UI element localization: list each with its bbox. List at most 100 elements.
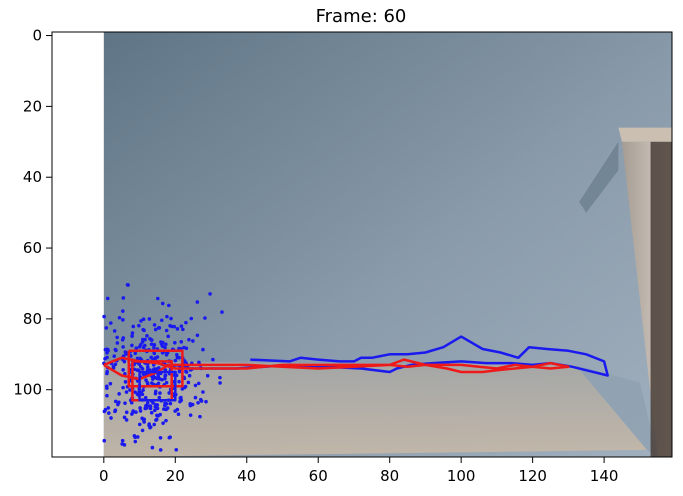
y-tick-label: 60 [23, 239, 42, 257]
data-point [175, 352, 179, 357]
data-point [158, 448, 163, 452]
data-point [141, 345, 146, 350]
background-photo [103, 32, 672, 457]
data-point [191, 339, 195, 343]
data-point [153, 408, 157, 413]
data-point [164, 328, 169, 333]
data-point [160, 377, 164, 382]
blue-bounding-box [138, 370, 177, 402]
data-point [130, 331, 135, 335]
data-point [187, 373, 192, 378]
data-point [203, 316, 207, 320]
data-point [173, 358, 178, 363]
data-point [167, 435, 172, 440]
data-point [124, 352, 128, 356]
data-point [155, 406, 160, 411]
data-point [132, 433, 137, 438]
data-point [155, 403, 160, 407]
data-point [113, 409, 117, 414]
data-point [201, 390, 205, 394]
data-point [140, 416, 144, 421]
data-point [196, 381, 201, 386]
data-point [157, 395, 162, 400]
x-tick-label: 80 [380, 467, 399, 485]
data-point [153, 389, 158, 394]
data-point [154, 417, 159, 422]
data-point [140, 366, 145, 371]
data-point [164, 352, 169, 357]
data-point [105, 347, 110, 352]
data-point [141, 317, 146, 322]
data-point [168, 401, 173, 406]
data-point [121, 385, 125, 390]
red-bounding-box [127, 349, 184, 388]
data-point [175, 327, 180, 331]
x-tick-label: 140 [590, 467, 619, 485]
data-point [109, 321, 113, 325]
data-point [181, 327, 185, 332]
data-point [145, 365, 150, 370]
data-point [147, 422, 151, 426]
series-layer [102, 282, 609, 452]
x-axis: 0 20 40 60 80 100 120 140 [99, 457, 618, 485]
data-point [169, 324, 174, 329]
data-point [137, 422, 142, 427]
data-point [190, 402, 195, 407]
cabinet-shadow [579, 141, 619, 213]
data-point [138, 356, 142, 361]
data-point [164, 418, 168, 423]
data-point [122, 415, 127, 420]
data-point [183, 384, 188, 389]
data-point [124, 410, 129, 415]
data-point [149, 410, 154, 415]
data-point [205, 373, 210, 378]
data-point [133, 390, 137, 394]
data-point [177, 379, 181, 384]
data-point [164, 380, 169, 385]
data-point [140, 428, 145, 433]
data-point [104, 326, 109, 330]
data-point [155, 355, 160, 359]
data-point [117, 400, 121, 405]
data-point [218, 375, 222, 380]
data-point [163, 377, 167, 381]
data-point [149, 342, 154, 346]
data-point [121, 318, 125, 322]
data-point [156, 381, 161, 386]
data-point [208, 292, 212, 296]
data-point [121, 296, 126, 300]
data-point [152, 342, 157, 347]
data-point [177, 369, 182, 374]
data-point [204, 399, 208, 404]
data-point [155, 413, 159, 418]
data-point [187, 337, 191, 342]
data-point [166, 334, 171, 339]
data-point [113, 347, 118, 352]
data-point [160, 301, 165, 306]
data-point [120, 337, 125, 342]
data-point [130, 343, 134, 348]
data-point [184, 346, 189, 351]
data-point [138, 409, 143, 413]
data-point [156, 296, 160, 301]
x-tick-label: 40 [237, 467, 256, 485]
data-point [122, 443, 127, 447]
data-point [164, 407, 169, 412]
y-axis: 0 20 40 60 80 100 [13, 27, 52, 399]
data-point [123, 401, 127, 405]
data-point [142, 328, 146, 333]
data-point [169, 316, 173, 321]
data-point [195, 333, 200, 338]
y-tick-label: 80 [23, 310, 42, 328]
data-point [102, 438, 107, 443]
data-point [167, 391, 171, 395]
data-point [133, 351, 138, 356]
data-point [123, 380, 128, 384]
data-point [164, 342, 168, 347]
plot-area [102, 32, 672, 457]
x-tick-label: 100 [447, 467, 476, 485]
data-point [179, 340, 184, 344]
data-point [164, 401, 169, 406]
x-tick-label: 60 [309, 467, 328, 485]
